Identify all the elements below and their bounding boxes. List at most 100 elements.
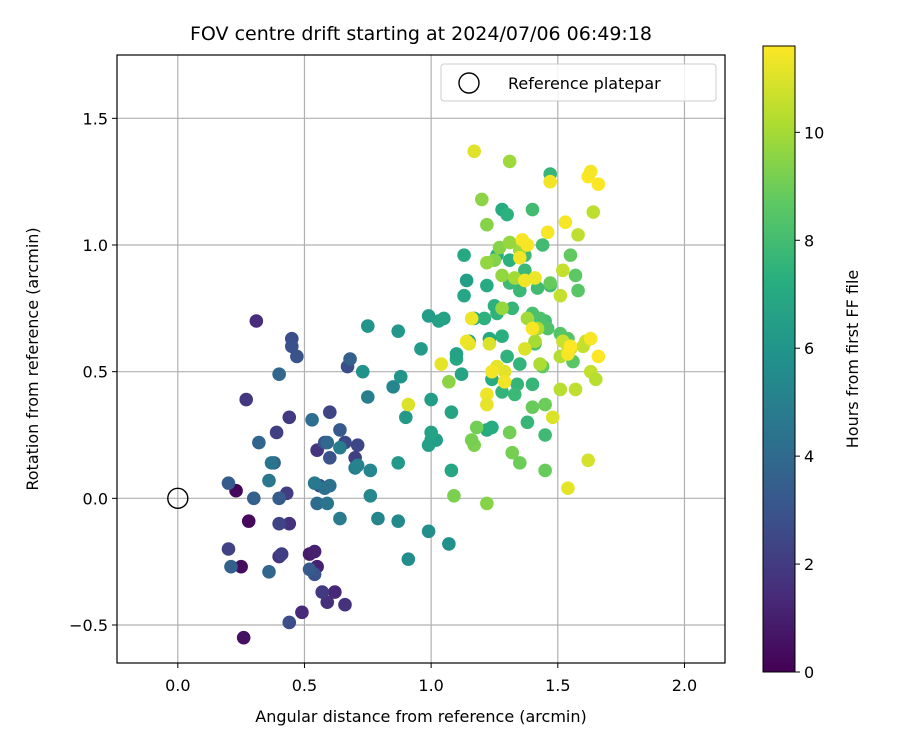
- data-point: [424, 392, 438, 407]
- legend-box: [440, 63, 717, 102]
- data-point: [236, 630, 251, 645]
- data-point: [485, 420, 499, 435]
- data-point: [540, 225, 555, 240]
- data-point: [221, 542, 236, 556]
- data-point: [482, 337, 497, 351]
- data-point: [525, 321, 540, 336]
- data-point: [391, 514, 406, 528]
- data-point: [361, 319, 375, 333]
- data-point: [323, 405, 337, 420]
- data-point: [457, 288, 471, 303]
- data-point: [513, 357, 527, 371]
- data-point: [485, 364, 499, 379]
- x-tick-label: 0.5: [292, 676, 317, 695]
- data-point: [528, 334, 542, 349]
- data-point: [302, 562, 317, 577]
- data-point: [414, 342, 428, 356]
- data-point: [556, 263, 570, 278]
- data-point: [480, 387, 494, 402]
- data-point: [589, 372, 603, 387]
- data-point: [447, 489, 461, 503]
- data-point: [525, 400, 540, 414]
- data-point: [454, 367, 469, 382]
- colorbar-tick-label: 10: [804, 123, 824, 142]
- data-point: [518, 342, 532, 356]
- data-point: [285, 339, 299, 354]
- data-point: [363, 489, 378, 503]
- data-point: [272, 516, 286, 531]
- y-tick-label: 0.5: [83, 363, 108, 382]
- y-tick-label: −0.5: [69, 616, 108, 635]
- colorbar: [762, 45, 796, 673]
- colorbar-tick-label: 4: [804, 447, 814, 466]
- data-point: [528, 271, 542, 285]
- colorbar-tick-label: 2: [804, 555, 814, 574]
- legend: Reference platepar: [440, 63, 717, 102]
- data-point: [464, 311, 479, 326]
- data-point: [363, 463, 378, 478]
- data-point: [502, 425, 517, 440]
- data-point: [525, 377, 540, 392]
- data-point: [282, 410, 297, 425]
- data-point: [500, 349, 514, 364]
- data-point: [520, 238, 535, 252]
- y-tick-label: 1.5: [83, 109, 108, 128]
- data-point: [442, 537, 456, 551]
- data-point: [241, 514, 256, 528]
- data-point: [239, 392, 253, 407]
- data-point: [500, 207, 514, 222]
- data-point: [391, 324, 406, 338]
- data-point: [269, 425, 284, 440]
- data-point: [449, 347, 464, 361]
- data-point: [538, 428, 552, 442]
- data-point: [393, 369, 408, 384]
- data-point: [437, 311, 451, 326]
- data-point: [520, 415, 535, 430]
- colorbar-tick-label: 8: [804, 231, 814, 250]
- data-point: [323, 451, 337, 465]
- data-point: [307, 544, 322, 559]
- data-point: [558, 215, 573, 229]
- data-point: [497, 375, 512, 389]
- data-point: [513, 456, 527, 470]
- data-point: [262, 565, 276, 579]
- chart-title: FOV centre drift starting at 2024/07/06 …: [190, 23, 652, 45]
- y-tick-label: 1.0: [83, 236, 108, 255]
- data-point: [421, 309, 436, 323]
- x-tick-label: 2.0: [672, 676, 697, 695]
- data-point: [538, 397, 552, 412]
- data-point: [553, 288, 568, 303]
- data-point: [568, 268, 583, 283]
- data-point: [444, 463, 459, 478]
- data-point: [355, 364, 370, 379]
- data-point: [247, 491, 261, 506]
- x-tick-label: 1.0: [418, 676, 443, 695]
- data-point: [234, 559, 248, 574]
- data-point: [507, 387, 522, 402]
- data-point: [338, 597, 352, 612]
- data-point: [434, 357, 449, 371]
- data-point: [583, 164, 598, 179]
- data-point: [586, 205, 601, 219]
- data-point: [495, 268, 509, 283]
- data-point: [221, 476, 236, 490]
- data-point: [424, 425, 438, 440]
- data-point: [495, 329, 509, 344]
- data-point: [553, 382, 568, 397]
- data-point: [591, 349, 606, 364]
- data-point: [323, 478, 337, 493]
- data-point: [224, 559, 238, 574]
- data-point: [249, 314, 264, 328]
- data-point: [343, 352, 357, 366]
- x-axis-ticks: 0.0 0.5 1.0 1.5 2.0: [165, 663, 697, 695]
- data-point: [333, 511, 347, 526]
- data-point: [320, 435, 335, 450]
- data-point: [525, 202, 540, 217]
- data-point: [495, 301, 509, 316]
- data-point: [350, 458, 365, 473]
- data-point: [282, 516, 297, 531]
- data-point: [320, 595, 335, 609]
- data-point: [583, 331, 598, 346]
- data-point: [391, 456, 406, 470]
- data-point: [333, 440, 347, 455]
